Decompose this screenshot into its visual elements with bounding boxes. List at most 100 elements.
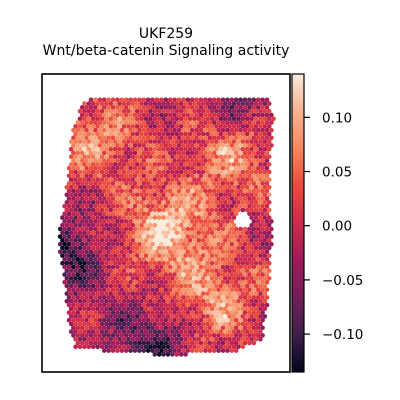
spot — [132, 272, 138, 277]
spot — [242, 181, 248, 186]
spot — [174, 154, 180, 160]
spot — [172, 287, 177, 293]
spot — [242, 173, 248, 179]
spot — [211, 219, 217, 224]
spot — [99, 245, 105, 251]
spot — [134, 321, 140, 327]
spot — [75, 295, 81, 300]
spot — [194, 249, 199, 255]
spot — [123, 181, 129, 186]
spot — [225, 234, 230, 239]
spot — [196, 298, 202, 304]
spot — [104, 336, 109, 342]
spot — [218, 321, 224, 327]
spot — [262, 306, 268, 312]
spot — [152, 329, 158, 334]
spot — [231, 184, 237, 190]
spot — [99, 124, 105, 129]
spot — [104, 192, 109, 198]
spot — [167, 150, 173, 156]
spot — [163, 264, 169, 270]
spot — [159, 325, 164, 331]
spot — [123, 127, 129, 133]
spot — [104, 329, 109, 334]
spot — [123, 234, 129, 239]
spot — [196, 306, 202, 312]
spot — [225, 105, 230, 110]
spot — [214, 101, 219, 106]
spot — [187, 238, 193, 243]
spot — [194, 181, 199, 186]
spot — [209, 200, 215, 205]
spot — [220, 317, 226, 323]
spot — [253, 321, 259, 327]
spot — [176, 257, 182, 262]
spot — [216, 325, 221, 331]
spot — [73, 169, 78, 175]
spot — [112, 215, 118, 220]
spot — [137, 97, 142, 103]
spot — [178, 162, 184, 167]
spot — [227, 146, 232, 152]
spot — [163, 241, 169, 247]
spot — [194, 241, 199, 247]
spot — [75, 143, 81, 148]
spot — [255, 317, 261, 323]
spot — [75, 249, 81, 255]
spot — [207, 234, 213, 239]
spot — [192, 230, 197, 236]
spot — [112, 260, 118, 266]
spot — [106, 203, 111, 209]
spot — [110, 226, 116, 232]
spot — [231, 268, 237, 274]
spot — [130, 329, 136, 334]
spot — [86, 329, 92, 334]
spot — [260, 333, 265, 338]
spot — [161, 321, 166, 327]
spot — [126, 283, 131, 289]
spot — [222, 298, 228, 304]
spot — [172, 97, 177, 103]
spot — [73, 131, 78, 137]
spot — [154, 143, 160, 148]
spot — [255, 120, 261, 125]
spot — [150, 188, 155, 194]
spot — [262, 184, 268, 190]
spot — [218, 154, 224, 160]
spot — [167, 203, 173, 209]
spot — [71, 158, 76, 163]
spot — [170, 352, 175, 357]
spot — [71, 143, 76, 148]
spot — [233, 188, 239, 194]
spot — [88, 173, 94, 179]
spot — [172, 127, 177, 133]
spot — [170, 101, 175, 106]
spot — [229, 279, 235, 285]
spot — [229, 120, 235, 125]
spot — [112, 283, 118, 289]
spot — [203, 143, 208, 148]
spot — [148, 291, 153, 296]
spot — [209, 108, 215, 114]
spot — [205, 131, 210, 137]
spot — [231, 131, 237, 137]
spot — [110, 241, 116, 247]
spot — [161, 192, 166, 198]
spot — [79, 196, 85, 201]
spot — [187, 291, 193, 296]
spot — [141, 348, 147, 353]
spot — [161, 222, 166, 228]
spot — [227, 200, 232, 205]
spot — [229, 203, 235, 209]
spot — [163, 211, 169, 217]
spot — [244, 116, 250, 122]
spot — [68, 169, 74, 175]
spot — [71, 127, 76, 133]
spot — [253, 169, 259, 175]
spot — [174, 200, 180, 205]
spot — [242, 333, 248, 338]
spot — [214, 230, 219, 236]
spot — [178, 268, 184, 274]
spot — [117, 207, 122, 213]
spot — [130, 298, 136, 304]
